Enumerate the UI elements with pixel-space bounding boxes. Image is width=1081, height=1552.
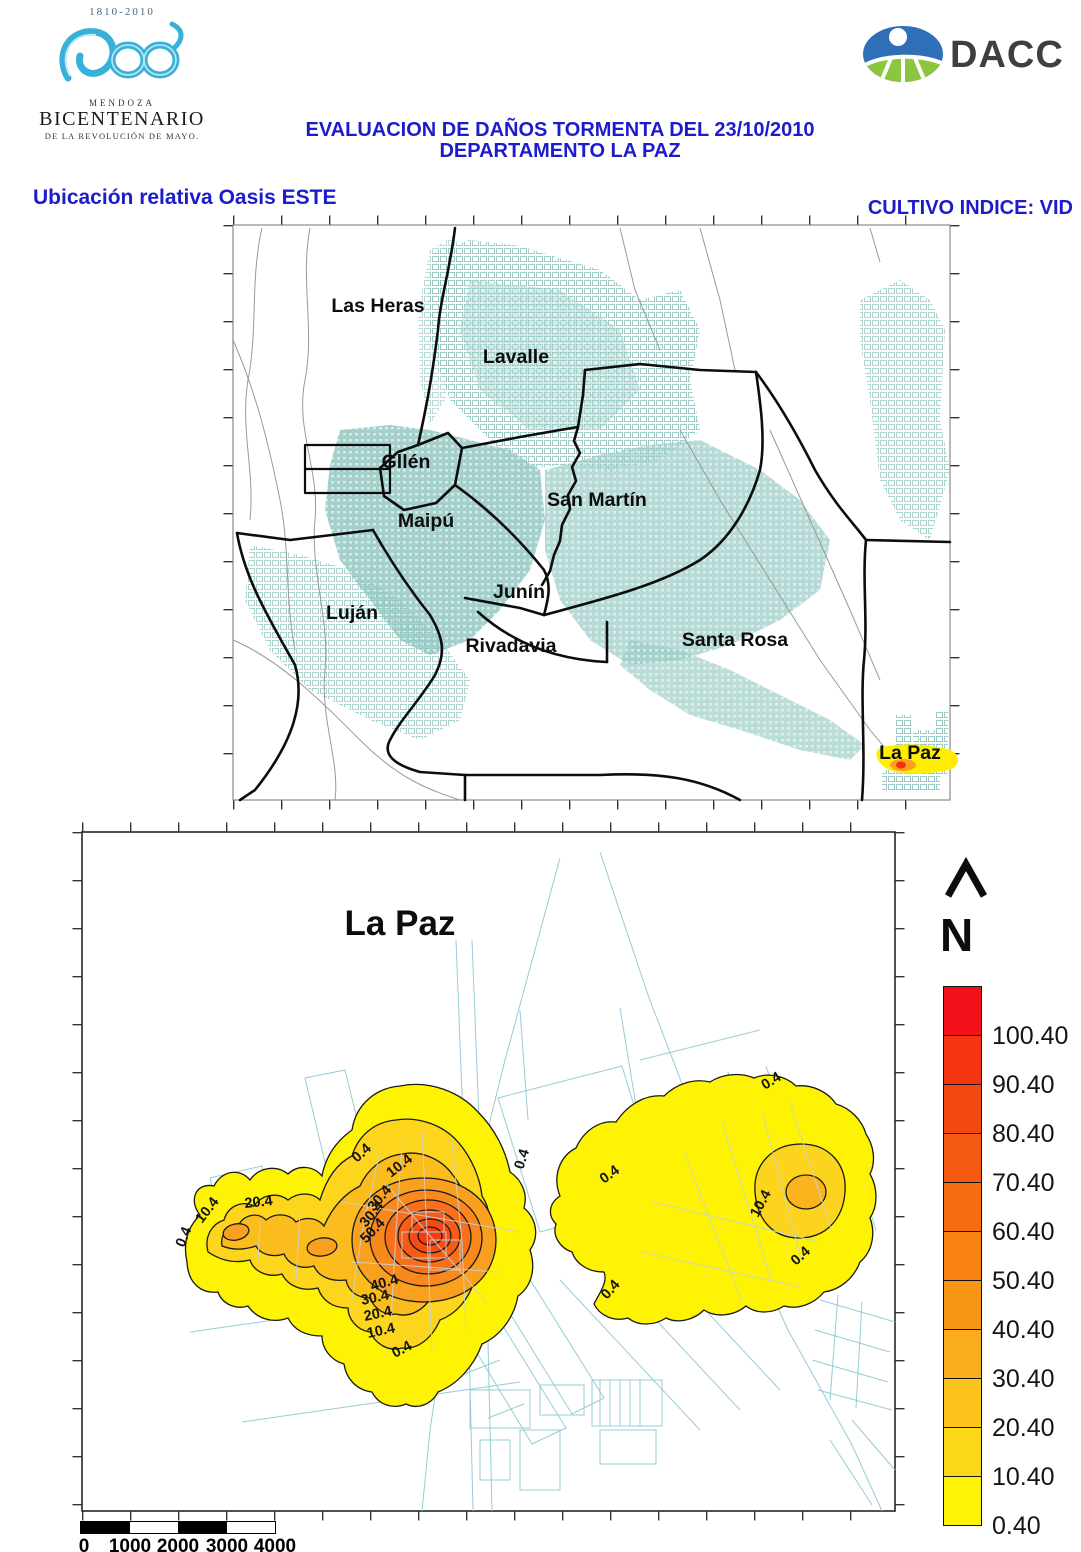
- page-title: EVALUACION DE DAÑOS TORMENTA DEL 23/10/2…: [240, 120, 880, 162]
- bicentenario-name: BICENTENARIO: [39, 108, 205, 130]
- legend-label: 90.40: [992, 1071, 1055, 1099]
- contour-label: 40.4: [369, 1272, 401, 1295]
- overview-parcel-areas: [245, 235, 950, 792]
- legend-cell: [943, 1329, 982, 1379]
- legend-label: 60.40: [992, 1218, 1055, 1246]
- north-label: N: [940, 909, 974, 961]
- label-lavalle: Lavalle: [483, 346, 549, 368]
- contour-label: 0.4: [512, 1147, 533, 1171]
- scale-bar-segment: [129, 1522, 178, 1533]
- contour-label: 0.4: [173, 1225, 195, 1250]
- legend-cell: [943, 1182, 982, 1232]
- label-santa-rosa: Santa Rosa: [682, 629, 788, 651]
- damage-contours: [184, 1073, 877, 1407]
- detail-parcel-overlay: [257, 1101, 833, 1353]
- legend-cell: [943, 1035, 982, 1085]
- legend-label: 0.40: [992, 1512, 1041, 1540]
- legend-label: 50.40: [992, 1267, 1055, 1295]
- legend-label: 80.40: [992, 1120, 1055, 1148]
- overview-lapaz-damage-spot: [876, 744, 959, 774]
- legend-label: 10.40: [992, 1463, 1055, 1491]
- label-la-paz: La Paz: [879, 742, 941, 764]
- label-rivadavia: Rivadavia: [465, 635, 556, 657]
- page-title-line1: EVALUACION DE DAÑOS TORMENTA DEL 23/10/2…: [305, 119, 815, 141]
- overview-department-boundaries: [235, 226, 952, 802]
- bicentenario-logo: 1810-2010 MENDOZA BICENTENARIO DE LA REV…: [30, 6, 214, 141]
- dacc-wordmark: DACC: [950, 33, 1064, 76]
- legend-label: 20.40: [992, 1414, 1055, 1442]
- detail-map: 0.4 10.4 0.4 20.4 10.4 0.4 30.4 30.4 50.…: [72, 822, 988, 1521]
- scale-bar: [80, 1521, 276, 1534]
- legend-cell: [943, 1378, 982, 1428]
- page-title-line2: DEPARTAMENTO LA PAZ: [439, 140, 681, 162]
- label-junin: Junín: [493, 581, 545, 603]
- contour-label: 10.4: [366, 1320, 397, 1342]
- scale-bar-segment: [81, 1522, 130, 1533]
- scale-label: 1000: [108, 1536, 152, 1552]
- label-san-martin: San Martín: [547, 489, 647, 511]
- bicentenario-region: MENDOZA: [89, 98, 155, 108]
- legend-label: 40.40: [992, 1316, 1055, 1344]
- legend-cell: [943, 1476, 982, 1526]
- label-maipu: Maipú: [398, 510, 454, 532]
- contour-label: 20.4: [244, 1193, 274, 1212]
- legend-label: 30.40: [992, 1365, 1055, 1393]
- label-las-heras: Las Heras: [331, 295, 424, 317]
- legend-cell: [943, 1133, 982, 1183]
- overview-department-labels: Las Heras Lavalle Gllén Maipú San Martín…: [326, 295, 941, 764]
- bicentenario-years: 1810-2010: [89, 6, 155, 18]
- scale-label: 3000: [205, 1536, 249, 1552]
- legend-cell: [943, 1231, 982, 1281]
- dacc-globe-icon: [863, 26, 943, 82]
- caption-oasis-este: Ubicación relativa Oasis ESTE: [33, 186, 337, 209]
- legend-label: 100.40: [992, 1022, 1069, 1050]
- scale-label: 0: [78, 1536, 90, 1552]
- scale-bar-segment: [178, 1522, 227, 1533]
- contour-label: 20.4: [363, 1303, 394, 1325]
- dacc-logo: DACC: [860, 24, 1064, 86]
- scale-label: 2000: [156, 1536, 200, 1552]
- overview-thin-boundaries: [232, 227, 896, 801]
- detail-map-title: La Paz: [345, 904, 456, 943]
- bicentenario-swirl-icon: [59, 21, 184, 82]
- bicentenario-tagline: DE LA REVOLUCIÓN DE MAYO.: [44, 131, 200, 141]
- legend-label: 70.40: [992, 1169, 1055, 1197]
- scale-bar-segment: [226, 1522, 275, 1533]
- overview-map: Las Heras Lavalle Gllén Maipú San Martín…: [223, 215, 960, 810]
- legend-cell: [943, 1280, 982, 1330]
- label-lujan: Luján: [326, 602, 378, 624]
- scale-label: 4000: [253, 1536, 297, 1552]
- caption-cultivo-indice: CULTIVO INDICE: VID: [867, 197, 1073, 219]
- contour-label: 30.4: [360, 1287, 391, 1309]
- north-arrow-icon: [944, 856, 988, 898]
- legend-cell: [943, 1427, 982, 1477]
- legend-cell: [943, 986, 982, 1036]
- overview-map-ticks: [223, 215, 960, 810]
- label-gllen: Gllén: [382, 451, 431, 473]
- legend-cell: [943, 1084, 982, 1134]
